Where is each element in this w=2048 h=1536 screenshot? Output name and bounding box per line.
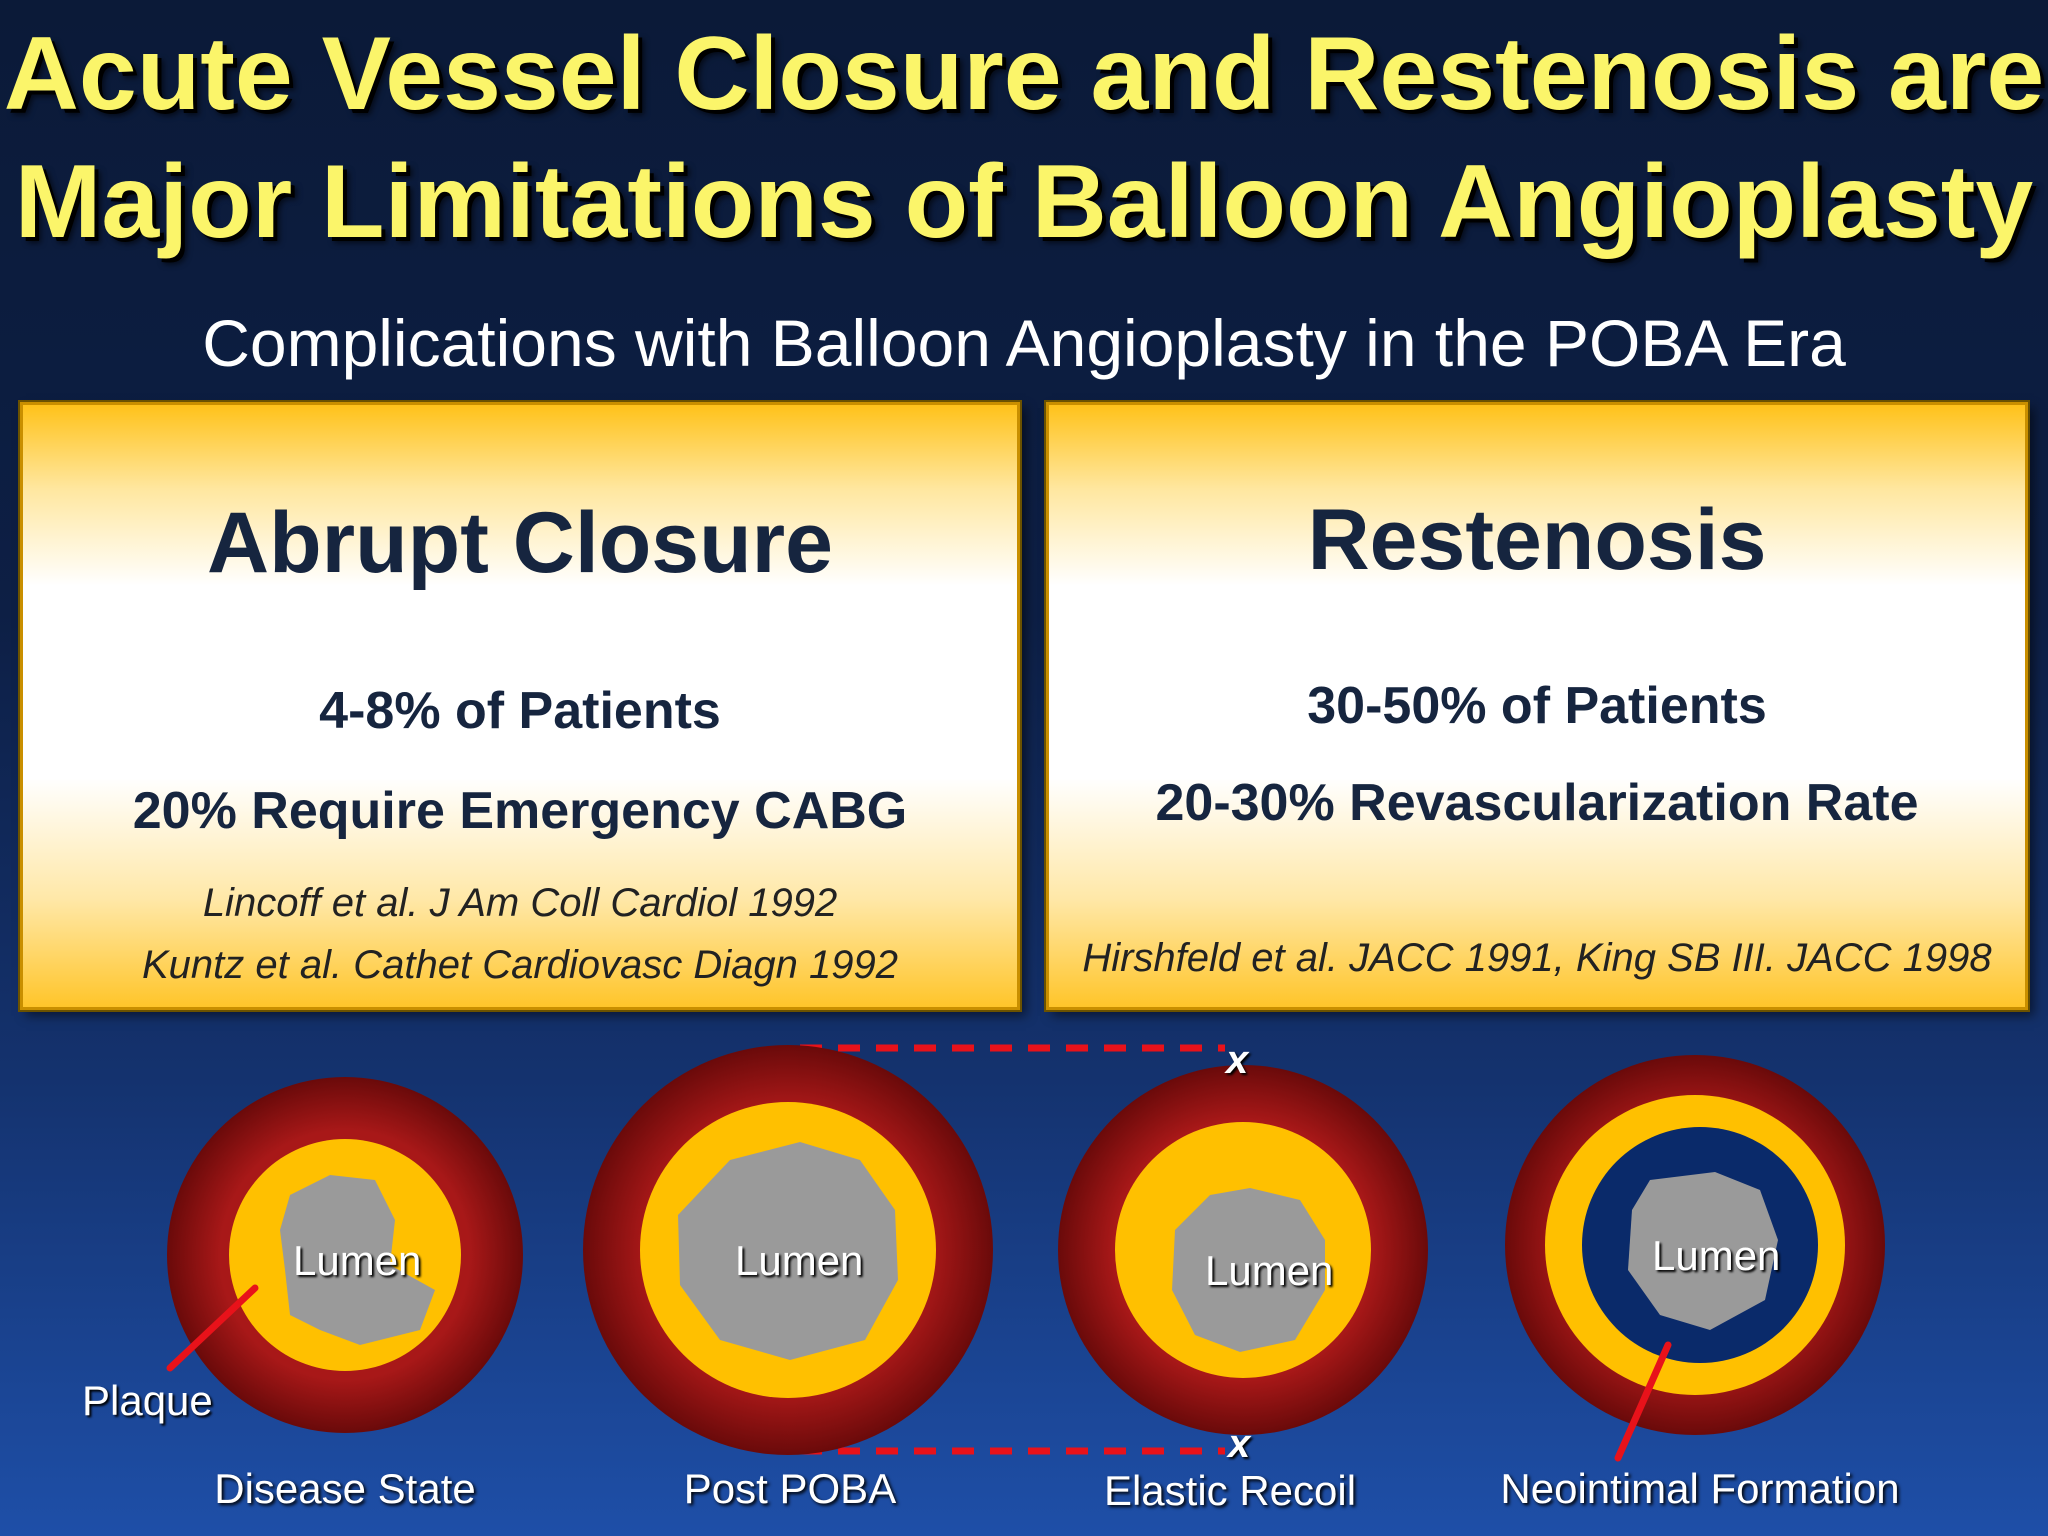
vessel-post-poba bbox=[583, 1045, 993, 1455]
abrupt-closure-heading: Abrupt Closure bbox=[207, 495, 833, 591]
neointima-arrow bbox=[1614, 1341, 1672, 1462]
abrupt-closure-citation-1: Lincoff et al. J Am Coll Cardiol 1992 bbox=[202, 881, 838, 925]
caption-elastic-recoil: Elastic Recoil bbox=[1103, 1467, 1357, 1514]
lumen-label-1: Lumen bbox=[293, 1237, 422, 1284]
restenosis-panel: Restenosis 30-50% of Patients 20-30% Rev… bbox=[1046, 402, 2028, 1010]
lumen bbox=[1628, 1172, 1778, 1330]
abrupt-closure-citation-2: Kuntz et al. Cathet Cardiovasc Diagn 199… bbox=[142, 943, 898, 987]
abrupt-closure-panel: Abrupt Closure 4-8% of Patients 20% Requ… bbox=[20, 402, 1020, 1010]
restenosis-heading: Restenosis bbox=[1307, 492, 1767, 588]
caption-disease-state: Disease State bbox=[214, 1465, 476, 1512]
slide-title-line-1: Acute Vessel Closure and Restenosis are bbox=[3, 16, 2045, 132]
lumen bbox=[280, 1175, 435, 1345]
caption-post-poba: Post POBA bbox=[683, 1465, 897, 1512]
vessel-neointimal-formation bbox=[1505, 1055, 1885, 1435]
x-marker-top: x bbox=[1226, 1038, 1249, 1082]
vessel-elastic-recoil bbox=[1058, 1065, 1428, 1435]
lumen-label-3: Lumen bbox=[1205, 1247, 1334, 1294]
slide-subtitle: Complications with Balloon Angioplasty i… bbox=[202, 306, 1846, 380]
x-marker-bottom: x bbox=[1228, 1422, 1251, 1466]
caption-neointimal-formation: Neointimal Formation bbox=[1500, 1465, 1900, 1512]
restenosis-incidence: 30-50% of Patients bbox=[1307, 677, 1767, 735]
plaque-arrow bbox=[166, 1284, 259, 1372]
plaque-label: Plaque bbox=[82, 1377, 213, 1424]
restenosis-revascularization: 20-30% Revascularization Rate bbox=[1155, 774, 1919, 832]
vessel-cross-section-diagram bbox=[166, 1044, 1885, 1462]
abrupt-closure-incidence: 4-8% of Patients bbox=[319, 682, 721, 740]
vessel-disease-state bbox=[167, 1077, 523, 1433]
lumen bbox=[1172, 1188, 1325, 1352]
lumen bbox=[678, 1142, 898, 1360]
abrupt-closure-cabg: 20% Require Emergency CABG bbox=[132, 782, 908, 840]
slide-title-line-2: Major Limitations of Balloon Angioplasty bbox=[14, 144, 2034, 260]
lumen-label-2: Lumen bbox=[735, 1237, 864, 1284]
lumen-label-4: Lumen bbox=[1652, 1232, 1781, 1279]
restenosis-citation: Hirshfeld et al. JACC 1991, King SB III.… bbox=[1082, 936, 1992, 980]
